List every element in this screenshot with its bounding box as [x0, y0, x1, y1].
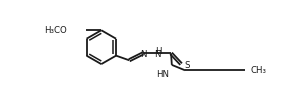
- Text: CH₃: CH₃: [251, 66, 267, 75]
- Text: HN: HN: [156, 69, 169, 78]
- Text: H: H: [155, 47, 161, 56]
- Text: N: N: [140, 50, 146, 59]
- Text: N: N: [154, 50, 160, 59]
- Text: H₃CO: H₃CO: [44, 26, 67, 35]
- Text: S: S: [184, 61, 190, 70]
